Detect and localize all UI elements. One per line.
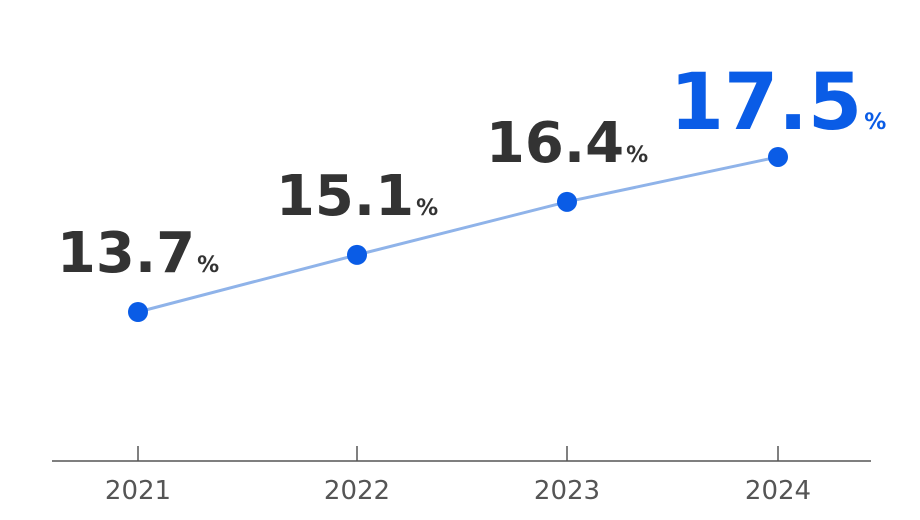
x-tick-label: 2023 <box>534 476 600 506</box>
data-label-value: 16.4 <box>486 111 624 176</box>
data-label-value: 13.7 <box>57 221 195 286</box>
data-point <box>557 191 577 212</box>
data-point <box>128 302 148 322</box>
data-label-unit: % <box>197 253 219 278</box>
x-tick-label: 2024 <box>745 476 811 506</box>
x-tick-label: 2022 <box>324 476 390 506</box>
data-label: 16.4% <box>486 111 648 176</box>
data-label: 15.1% <box>276 164 438 229</box>
data-label-unit: % <box>416 196 438 221</box>
data-label: 13.7% <box>57 221 219 286</box>
data-label-unit: % <box>864 110 886 135</box>
data-point <box>347 244 367 265</box>
x-tick-label: 2021 <box>105 476 171 506</box>
data-label-value: 15.1 <box>276 164 414 229</box>
data-point <box>768 146 788 167</box>
series-line <box>137 155 779 314</box>
data-label-unit: % <box>626 143 648 168</box>
data-label-value: 17.5 <box>670 58 862 148</box>
data-label: 17.5% <box>670 58 887 148</box>
